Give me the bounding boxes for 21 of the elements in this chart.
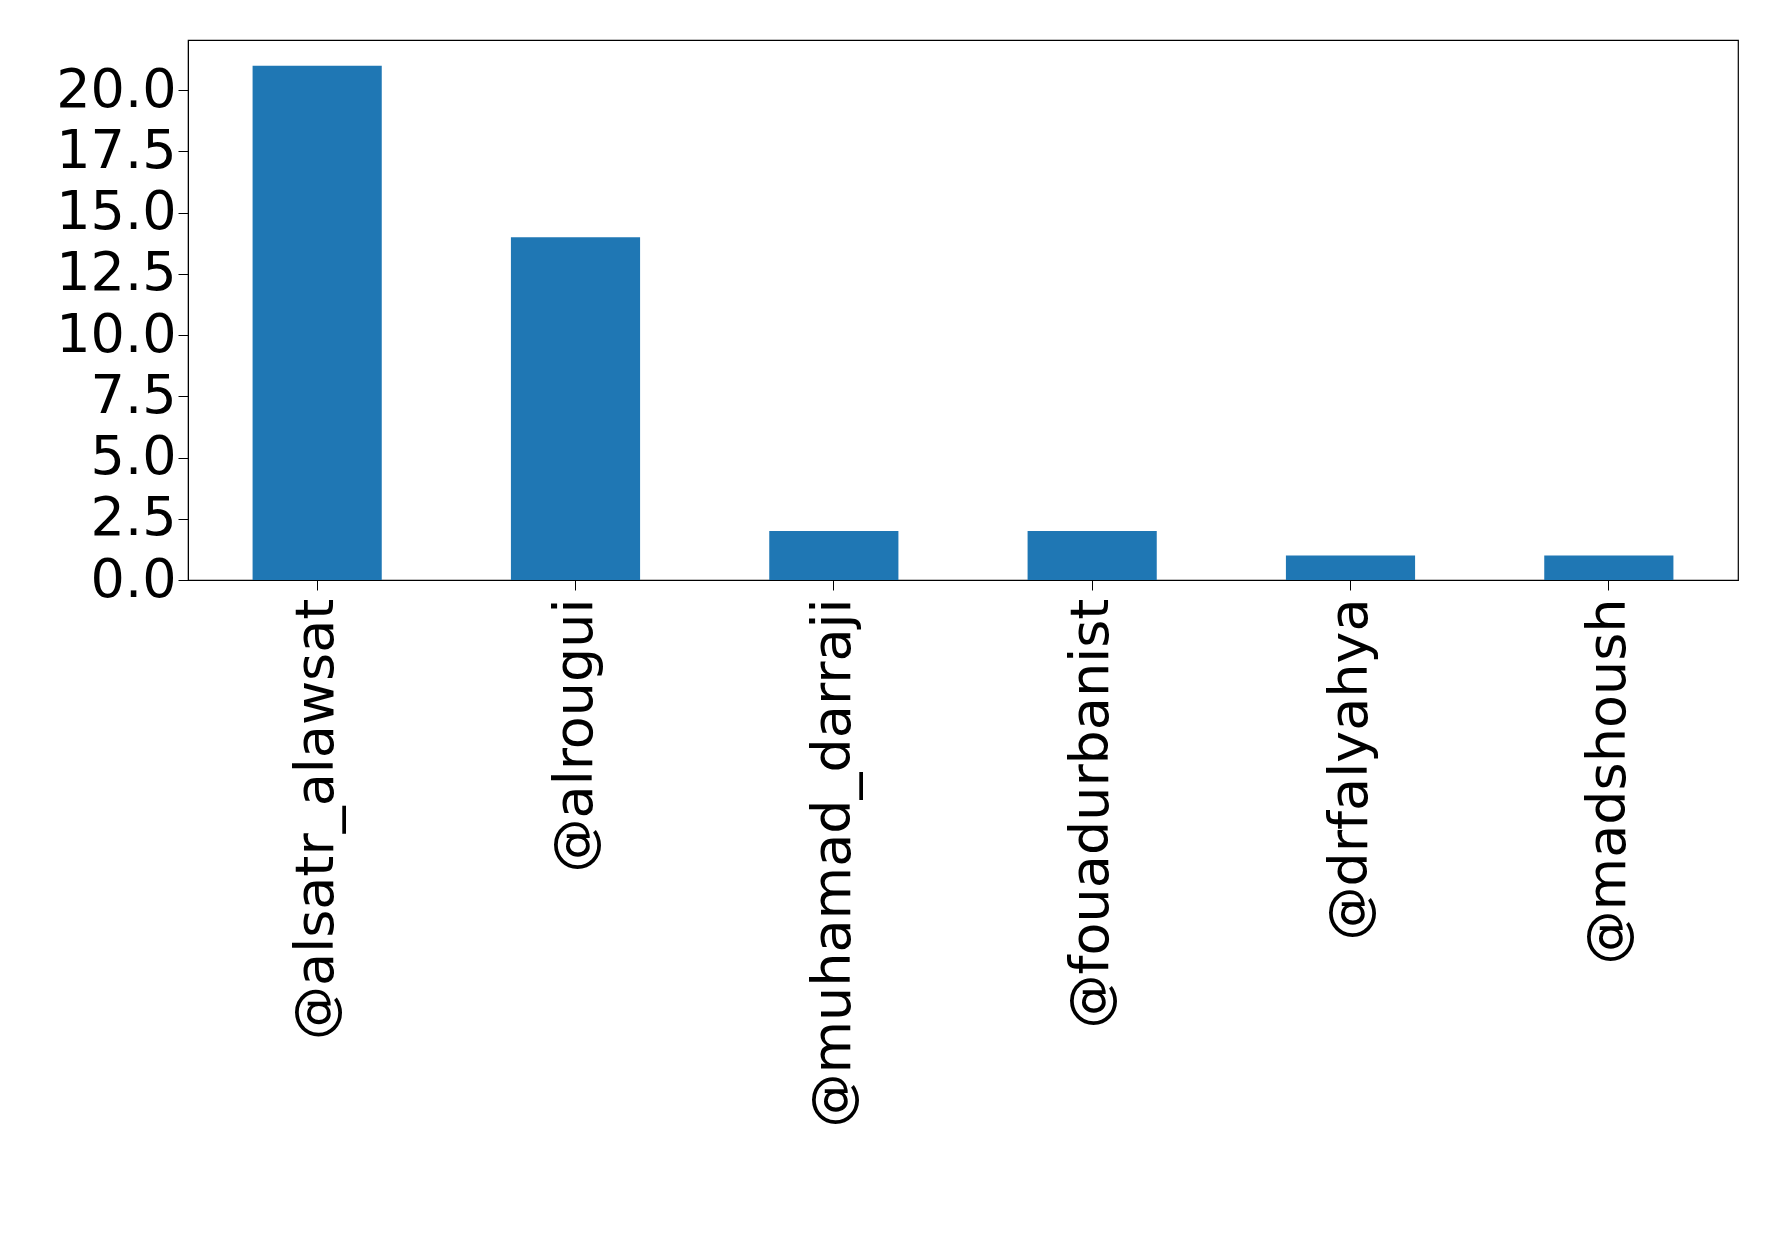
bar <box>252 65 382 580</box>
y-tick-label: 20.0 <box>56 56 177 120</box>
y-tick-label: 12.5 <box>56 240 177 304</box>
y-tick-label: 17.5 <box>56 117 177 181</box>
bar <box>769 531 899 580</box>
x-tick-label: @alrougui <box>541 598 605 873</box>
bar <box>1285 555 1416 580</box>
x-tick-label: @madshoush <box>1574 598 1638 965</box>
bar <box>1544 555 1674 580</box>
y-tick-label: 10.0 <box>56 301 177 365</box>
x-tick-label: @alsatr_alawsat <box>283 598 347 1040</box>
y-tick-label: 2.5 <box>90 485 177 549</box>
x-tick-label: @drfalyahya <box>1316 598 1380 941</box>
bar <box>510 237 641 580</box>
y-tick-label: 15.0 <box>56 179 177 243</box>
bar <box>1027 531 1157 580</box>
y-tick-label: 7.5 <box>90 362 177 426</box>
y-tick-label: 5.0 <box>90 424 177 488</box>
x-tick-label: @fouadurbanist <box>1058 598 1122 1029</box>
y-tick-label: 0.0 <box>90 546 177 610</box>
x-tick-label: @muhamad_darraji <box>799 598 863 1128</box>
